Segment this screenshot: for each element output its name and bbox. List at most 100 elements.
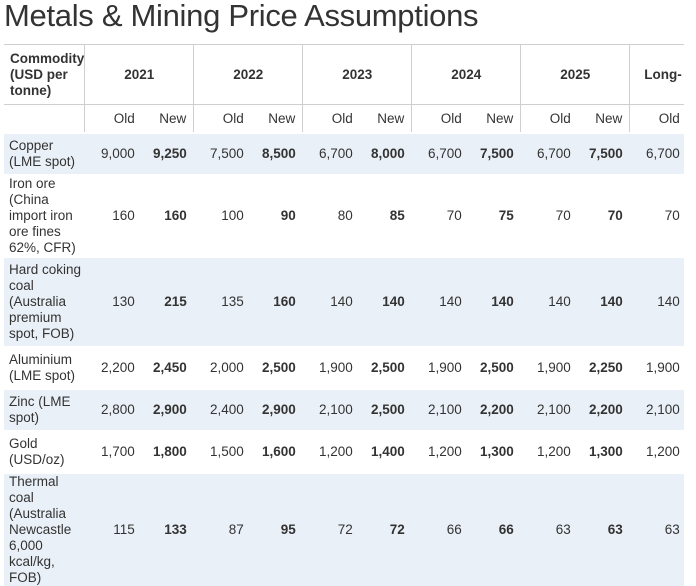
value-new: 66 bbox=[468, 472, 521, 586]
value-old: 1,900 bbox=[645, 360, 680, 375]
value-new: 2,900 bbox=[141, 388, 194, 431]
value-old: 135 bbox=[193, 256, 251, 347]
value-old: 140 bbox=[302, 256, 360, 347]
value-old: 1,200 bbox=[536, 444, 571, 459]
value-old: 70 bbox=[664, 208, 680, 223]
value-old: 6,700 bbox=[520, 132, 578, 175]
value-old: 9,000 bbox=[84, 132, 142, 175]
value-old: 1,200 bbox=[427, 444, 462, 459]
old-new-header-row: Old New Old New Old New Old New Old New … bbox=[4, 104, 684, 133]
year-header-row: Commodity (USD per tonne) 2021 2022 2023… bbox=[4, 44, 684, 105]
value-new: 133 bbox=[141, 472, 194, 586]
value-old: 6,700 bbox=[302, 132, 360, 175]
value-old: 2,100 bbox=[411, 388, 469, 431]
year-header-long-term: Long- bbox=[629, 44, 684, 105]
value-old: 2,100 bbox=[520, 388, 578, 431]
value-old: 80 bbox=[337, 208, 353, 223]
value-new: 215 bbox=[141, 256, 194, 347]
value-old: 1,200 bbox=[645, 444, 680, 459]
value-old: 1,700 bbox=[100, 444, 135, 459]
table-row: Iron ore (China import iron ore fines 62… bbox=[4, 174, 684, 257]
sub-header-old: Old bbox=[302, 104, 360, 133]
price-assumptions-table: Commodity (USD per tonne) 2021 2022 2023… bbox=[4, 44, 684, 586]
value-old: 1,900 bbox=[536, 360, 571, 375]
table-row: Gold (USD/oz) 1,700 1,800 1,500 1,600 1,… bbox=[4, 430, 684, 473]
sub-header-old: Old bbox=[520, 104, 578, 133]
value-old: 1,200 bbox=[318, 444, 353, 459]
table-row: Thermal coal (Australia Newcastle 6,000 … bbox=[4, 472, 684, 586]
value-old: 7,500 bbox=[193, 132, 251, 175]
value-new: 85 bbox=[389, 208, 405, 223]
year-header-2024: 2024 bbox=[411, 44, 521, 105]
value-old: 1,500 bbox=[209, 444, 244, 459]
value-old: 1,900 bbox=[427, 360, 462, 375]
value-new: 1,300 bbox=[588, 444, 623, 459]
value-new: 160 bbox=[164, 208, 187, 223]
value-new: 95 bbox=[250, 472, 303, 586]
value-old: 140 bbox=[411, 256, 469, 347]
value-old: 2,000 bbox=[209, 360, 244, 375]
value-new: 160 bbox=[250, 256, 303, 347]
value-old: 66 bbox=[411, 472, 469, 586]
value-old: 6,700 bbox=[629, 132, 684, 175]
value-new: 2,450 bbox=[152, 360, 187, 375]
value-old: 1,900 bbox=[318, 360, 353, 375]
value-old: 63 bbox=[629, 472, 684, 586]
value-new: 63 bbox=[577, 472, 630, 586]
value-old: 2,200 bbox=[100, 360, 135, 375]
value-new: 2,200 bbox=[468, 388, 521, 431]
value-new: 2,900 bbox=[250, 388, 303, 431]
value-old: 130 bbox=[84, 256, 142, 347]
commodity-name: Iron ore (China import iron ore fines 62… bbox=[9, 175, 76, 255]
value-old: 100 bbox=[221, 208, 244, 223]
value-new: 8,000 bbox=[359, 132, 412, 175]
value-new: 72 bbox=[359, 472, 412, 586]
commodity-name: Aluminium (LME spot) bbox=[9, 351, 76, 383]
value-new: 1,300 bbox=[479, 444, 514, 459]
year-header-2022: 2022 bbox=[193, 44, 303, 105]
table-row: Zinc (LME spot) 2,800 2,900 2,400 2,900 … bbox=[4, 388, 684, 431]
value-old: 2,800 bbox=[84, 388, 142, 431]
sub-header-spacer bbox=[4, 105, 85, 133]
commodity-column-header: Commodity (USD per tonne) bbox=[10, 50, 85, 98]
value-old: 63 bbox=[520, 472, 578, 586]
value-new: 1,400 bbox=[370, 444, 405, 459]
sub-header-old: Old bbox=[411, 104, 469, 133]
page-title: Metals & Mining Price Assumptions bbox=[4, 0, 479, 33]
value-new: 140 bbox=[359, 256, 412, 347]
value-new: 2,250 bbox=[588, 360, 623, 375]
year-header-2021: 2021 bbox=[84, 44, 194, 105]
value-new: 140 bbox=[468, 256, 521, 347]
sub-header-old: Old bbox=[629, 104, 684, 133]
commodity-name: Zinc (LME spot) bbox=[4, 388, 85, 431]
commodity-name: Copper (LME spot) bbox=[4, 132, 85, 175]
value-old: 70 bbox=[446, 208, 462, 223]
value-old: 70 bbox=[555, 208, 571, 223]
value-new: 1,600 bbox=[261, 444, 296, 459]
table-row: Copper (LME spot) 9,000 9,250 7,500 8,50… bbox=[4, 132, 684, 175]
sub-header-new: New bbox=[159, 110, 187, 126]
value-new: 8,500 bbox=[250, 132, 303, 175]
sub-header-new: New bbox=[486, 110, 514, 126]
sub-header-new: New bbox=[268, 110, 296, 126]
value-new: 140 bbox=[577, 256, 630, 347]
table-row: Hard coking coal (Australia premium spot… bbox=[4, 256, 684, 347]
commodity-name: Hard coking coal (Australia premium spot… bbox=[4, 256, 85, 347]
value-old: 2,100 bbox=[302, 388, 360, 431]
value-new: 90 bbox=[280, 208, 296, 223]
year-header-2025: 2025 bbox=[520, 44, 630, 105]
value-new: 2,500 bbox=[359, 388, 412, 431]
value-new: 9,250 bbox=[141, 132, 194, 175]
sub-header-old: Old bbox=[84, 104, 142, 133]
value-old: 115 bbox=[84, 472, 142, 586]
value-new: 75 bbox=[498, 208, 514, 223]
value-new: 1,800 bbox=[152, 444, 187, 459]
commodity-name: Gold (USD/oz) bbox=[9, 435, 65, 467]
value-new: 2,500 bbox=[261, 360, 296, 375]
year-header-2023: 2023 bbox=[302, 44, 412, 105]
value-new: 7,500 bbox=[468, 132, 521, 175]
commodity-name: Thermal coal (Australia Newcastle 6,000 … bbox=[4, 472, 85, 586]
value-new: 2,500 bbox=[370, 360, 405, 375]
value-new: 7,500 bbox=[577, 132, 630, 175]
value-old: 2,100 bbox=[629, 388, 684, 431]
